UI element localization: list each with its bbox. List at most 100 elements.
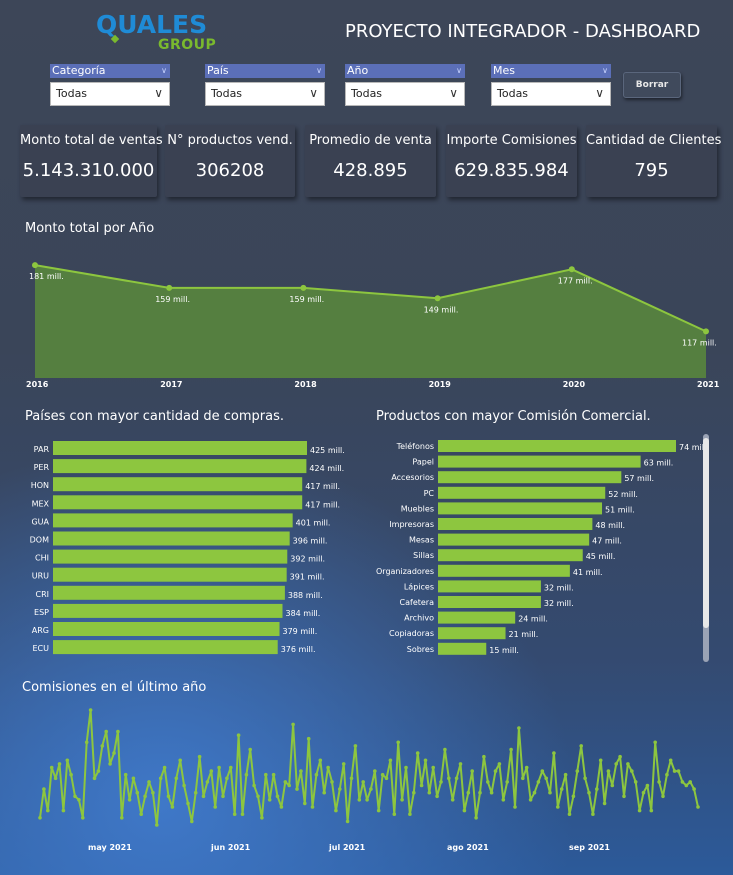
category-label: ESP	[34, 608, 49, 617]
chevron-down-icon[interactable]: ∨	[309, 86, 318, 100]
data-point	[264, 772, 268, 777]
data-point	[178, 758, 182, 763]
data-point	[116, 729, 120, 734]
bar-chart-countries: PAR 425 mill. PER 424 mill. HON 417 mill. MEX 4…	[30, 441, 345, 655]
bar	[438, 564, 570, 577]
data-point	[404, 765, 408, 770]
data-point	[536, 780, 541, 784]
data-point	[703, 328, 709, 335]
data-point	[217, 765, 221, 770]
data-point	[454, 776, 459, 781]
category-label: ARG	[32, 626, 49, 635]
chevron-down-icon[interactable]: ∨	[154, 86, 163, 100]
data-point	[303, 801, 307, 806]
category-label: PC	[424, 489, 435, 498]
chevron-down-icon[interactable]: ∨	[602, 66, 608, 75]
filter-mes-dropdown[interactable]: Todas ∨	[491, 82, 611, 106]
bar	[53, 513, 293, 528]
data-point	[170, 805, 175, 809]
data-point	[53, 776, 58, 781]
data-label: 52 mill.	[608, 490, 638, 499]
data-point	[610, 783, 615, 788]
data-point	[131, 776, 136, 781]
filter-anio-dropdown[interactable]: Todas ∨	[345, 82, 465, 106]
bar	[438, 611, 516, 624]
products-scrollbar-track[interactable]	[703, 434, 709, 662]
data-point	[221, 794, 225, 799]
chevron-down-icon[interactable]: ∨	[456, 66, 462, 75]
data-point	[466, 790, 471, 795]
data-point	[408, 812, 412, 816]
filter-pais[interactable]: País ∨ Todas ∨	[205, 64, 325, 106]
data-label: 32 mill.	[544, 599, 574, 608]
data-point	[633, 780, 638, 784]
chevron-down-icon[interactable]: ∨	[449, 86, 458, 100]
data-point	[688, 780, 692, 784]
data-point	[174, 776, 179, 781]
data-point	[696, 805, 700, 809]
chart-title-products: Productos con mayor Comisión Comercial.	[376, 409, 651, 424]
data-point	[310, 805, 315, 809]
x-tick-label: 2020	[563, 380, 586, 389]
filter-categoria-dropdown[interactable]: Todas ∨	[50, 82, 170, 106]
category-label: Muebles	[401, 504, 434, 513]
data-point	[306, 736, 311, 741]
filter-pais-value: Todas	[211, 87, 243, 100]
x-tick-label: 2019	[429, 380, 452, 389]
data-point	[349, 776, 354, 781]
data-point	[143, 794, 147, 799]
filter-mes-label: Mes	[493, 64, 515, 77]
data-point	[201, 794, 206, 799]
chevron-down-icon[interactable]: ∨	[161, 66, 167, 75]
data-point	[423, 758, 428, 763]
data-point	[439, 780, 443, 784]
data-point	[373, 769, 377, 773]
bar	[438, 440, 676, 452]
data-point	[595, 787, 599, 791]
data-point	[77, 798, 81, 802]
data-point	[345, 819, 350, 824]
data-label: 47 mill.	[592, 537, 622, 546]
data-point	[568, 266, 575, 273]
data-point	[49, 765, 54, 770]
x-tick-label: 2021	[697, 380, 720, 389]
data-point	[135, 790, 140, 795]
category-label: ECU	[33, 644, 50, 653]
data-label: 41 mill.	[573, 568, 603, 577]
data-point	[300, 284, 307, 291]
data-point	[567, 812, 572, 816]
x-tick-label: 2018	[294, 380, 317, 389]
products-scrollbar-thumb[interactable]	[703, 438, 709, 628]
category-label: Sobres	[407, 645, 434, 654]
chevron-down-icon[interactable]: ∨	[316, 66, 322, 75]
filter-pais-dropdown[interactable]: Todas ∨	[205, 82, 325, 106]
bar	[53, 567, 287, 582]
bar	[53, 531, 290, 546]
filter-anio[interactable]: Año ∨ Todas ∨	[345, 64, 465, 106]
data-point	[556, 805, 560, 809]
data-label: 177 mill.	[558, 276, 593, 285]
data-label: 391 mill.	[290, 573, 325, 582]
data-point	[271, 772, 276, 777]
data-label: 388 mill.	[288, 591, 323, 600]
category-label: Mesas	[409, 536, 434, 545]
data-point	[645, 783, 650, 788]
bar	[438, 455, 641, 468]
filter-mes[interactable]: Mes ∨ Todas ∨	[491, 64, 611, 106]
data-point	[653, 740, 657, 745]
reset-filters-button[interactable]: Borrar	[623, 72, 681, 98]
chevron-down-icon[interactable]: ∨	[595, 86, 604, 100]
data-point	[240, 812, 245, 816]
bar	[53, 549, 288, 564]
data-point	[435, 794, 439, 799]
data-point	[61, 808, 66, 813]
data-point	[112, 751, 116, 755]
data-point	[155, 823, 159, 827]
kpi-card-products-sold: N° productos vend. 306208	[165, 125, 295, 197]
data-point	[661, 794, 665, 799]
data-point	[571, 794, 576, 799]
bar	[438, 533, 590, 546]
filter-anio-label: Año	[347, 64, 369, 77]
filter-categoria[interactable]: Categoría ∨ Todas ∨	[50, 64, 170, 106]
data-point	[583, 776, 587, 781]
